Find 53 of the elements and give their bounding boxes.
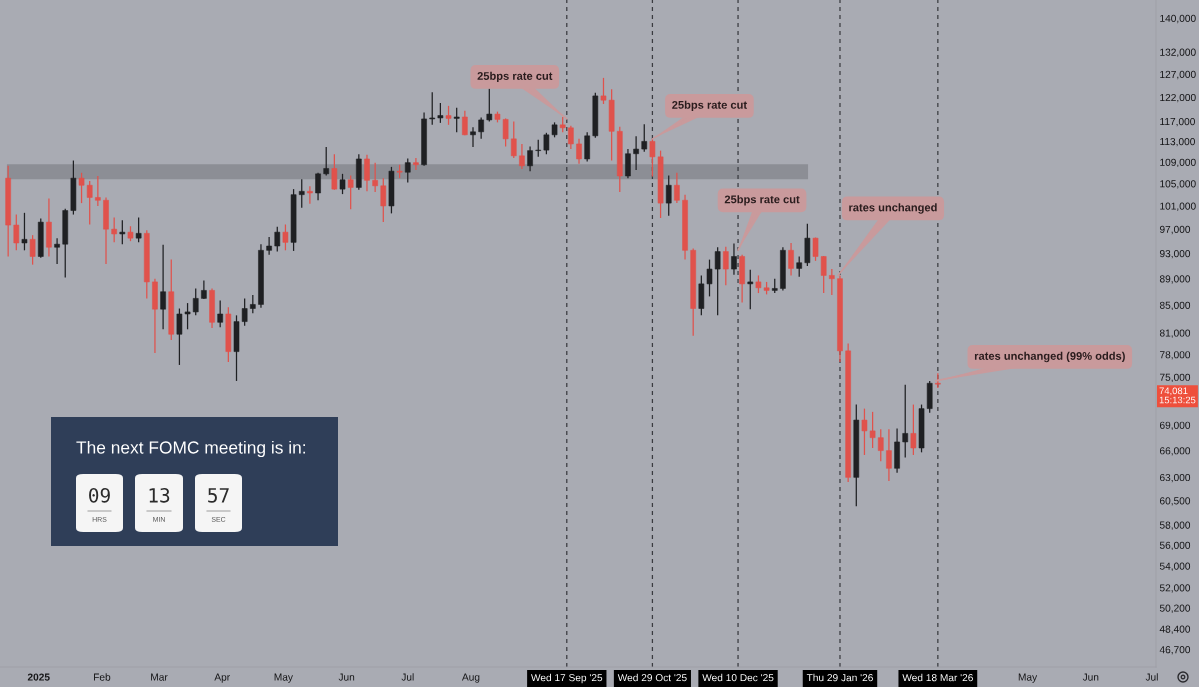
annotation: 13 [149,487,170,503]
ref-line-label: Wed 18 Mar '26 [902,673,973,682]
y-tick-label: 78,000 [1159,351,1191,360]
y-tick-label: 101,000 [1160,202,1196,211]
annotation: 25bps rate cut [477,71,553,83]
y-tick-label: 122,000 [1160,93,1196,103]
annotation: 25bps rate cut [672,100,747,112]
y-tick-label: 50,200 [1159,604,1191,613]
x-tick-label: Jun [338,673,355,681]
ref-line-label: Wed 17 Sep '25 [531,673,603,684]
y-tick-label: 54,000 [1159,562,1191,571]
y-tick-label: 140,000 [1160,14,1196,24]
x-tick-label: Jun [1082,673,1099,681]
y-tick-label: 127,000 [1160,70,1196,80]
y-tick-label: 66,000 [1159,447,1191,456]
ref-line-label: Wed 10 Dec '25 [702,673,774,682]
y-tick-label: 69,000 [1159,421,1191,431]
y-tick-label: 60,500 [1159,497,1191,506]
x-tick-label: May [1018,673,1038,683]
x-tick-label: Jul [1145,673,1158,681]
y-tick-label: 109,000 [1160,158,1196,168]
x-tick-label: Jul [401,673,414,681]
annotation: The next FOMC meeting is in: [76,440,306,458]
annotation: 09 [89,487,110,503]
x-tick-label: Mar [151,673,168,681]
annotation: rates unchanged [849,203,937,214]
ref-line-label: Thu 29 Jan '26 [806,673,873,682]
y-tick-label: 105,000 [1160,180,1196,189]
x-tick-label: May [274,673,293,683]
y-tick-label: 85,000 [1159,301,1191,311]
annotation: 25bps rate cut [724,195,800,206]
y-tick-label: 58,000 [1159,521,1191,530]
ref-line-label: Wed 29 Oct '25 [617,673,687,682]
y-tick-label: 48,400 [1159,625,1191,634]
y-tick-label: 89,000 [1159,275,1191,284]
y-tick-label: 81,000 [1159,329,1191,338]
y-tick-label: 52,000 [1159,584,1191,593]
y-tick-label: 75,000 [1159,373,1191,383]
y-tick-label: 93,000 [1159,249,1191,259]
y-tick-label: 56,000 [1159,541,1191,551]
y-tick-label: 97,000 [1159,225,1191,235]
text: 74,081 [1159,387,1188,396]
annotation: 57 [208,488,229,503]
x-tick-label: 2025 [27,673,50,681]
y-tick-label: 132,000 [1160,48,1196,57]
y-tick-label: 117,000 [1160,117,1195,127]
y-tick-label: 63,000 [1159,473,1191,483]
y-tick-label: 113,000 [1160,137,1195,147]
x-tick-label: Apr [214,673,230,683]
x-tick-label: Aug [461,673,480,683]
x-tick-label: Feb [94,673,111,681]
text: 15:13:25 [1159,396,1196,404]
y-tick-label: 46,700 [1159,646,1191,655]
